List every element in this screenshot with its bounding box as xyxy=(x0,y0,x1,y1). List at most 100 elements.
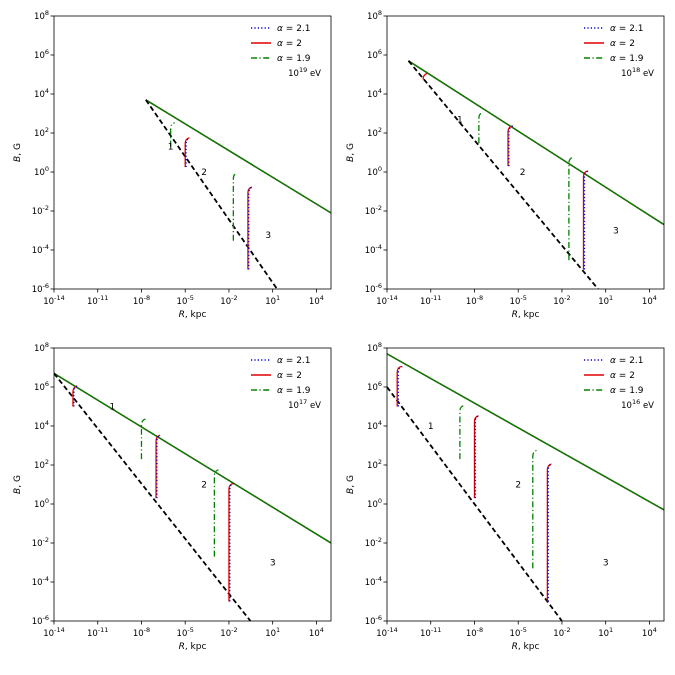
transition-2.1 xyxy=(583,170,589,270)
y-tick-label: 10-4 xyxy=(32,575,49,588)
y-tick-label: 108 xyxy=(34,341,49,354)
x-axis-label: R, kpc xyxy=(179,310,207,320)
transition-2.1 xyxy=(508,125,514,167)
x-tick-label: 10-2 xyxy=(553,626,570,639)
region-label: 1 xyxy=(457,115,463,125)
energy-label: 1017 eV xyxy=(288,398,321,411)
y-tick-label: 10-6 xyxy=(365,282,382,295)
y-tick-label: 100 xyxy=(34,497,49,510)
region-label: 2 xyxy=(515,481,521,491)
x-tick-label: 10-2 xyxy=(220,626,237,639)
legend-label: α = 2 xyxy=(277,371,302,381)
x-tick-label: 104 xyxy=(309,294,324,307)
x-tick-label: 10-8 xyxy=(466,626,483,639)
legend-label: α = 2 xyxy=(610,371,635,381)
legend-label: α = 2.1 xyxy=(610,356,644,366)
x-tick-label: 101 xyxy=(265,626,280,639)
plot-area: 1 2 3 xyxy=(407,60,664,289)
transition-1.9 xyxy=(169,122,175,147)
x-tick-label: 10-5 xyxy=(510,626,527,639)
transition-1.9 xyxy=(459,404,465,460)
x-tick-label: 10-5 xyxy=(177,626,194,639)
y-tick-label: 108 xyxy=(367,9,382,22)
y-tick-label: 100 xyxy=(367,165,382,178)
legend: α = 2.1 α = 2 α = 1.9 1019 eV xyxy=(251,24,321,79)
transition-2.1 xyxy=(547,463,553,602)
transition-2 xyxy=(228,482,234,602)
y-tick-label: 10-4 xyxy=(32,243,49,256)
x-tick-label: 10-8 xyxy=(466,294,483,307)
upper-line-alpha-1.9 xyxy=(54,372,331,544)
region-label: 3 xyxy=(603,559,609,569)
x-tick-label: 101 xyxy=(265,294,280,307)
x-axis-label: R, kpc xyxy=(512,642,540,652)
y-axis-label: B, G xyxy=(346,475,356,494)
upper-line-alpha-1.9 xyxy=(387,353,664,511)
y-tick-label: 108 xyxy=(367,341,382,354)
y-tick-label: 106 xyxy=(367,48,382,61)
region-label: 3 xyxy=(613,227,619,237)
legend-label: α = 2 xyxy=(277,39,302,49)
transition-2.1 xyxy=(474,415,480,499)
legend-label: α = 2.1 xyxy=(610,24,644,34)
panel-4: 1 2 3 10-14 10-11 10-8 10-5 10-2 101 104 10-6 10-4 1… xyxy=(346,341,665,652)
y-tick-label: 108 xyxy=(34,9,49,22)
transition-2.1 xyxy=(397,365,403,407)
x-tick-label: 10-11 xyxy=(87,294,108,307)
x-tick-label: 10-11 xyxy=(420,626,441,639)
region-label: 2 xyxy=(520,168,526,178)
axes-frame xyxy=(386,15,665,290)
y-tick-label: 102 xyxy=(34,458,49,471)
transition-2 xyxy=(507,125,513,167)
x-tick-label: 10-11 xyxy=(420,294,441,307)
transition-2 xyxy=(422,72,428,80)
transition-1.9 xyxy=(232,172,238,241)
y-tick-label: 104 xyxy=(34,419,49,432)
y-tick-label: 100 xyxy=(34,165,49,178)
upper-line-alpha-1.9 xyxy=(408,60,664,226)
boundary-line xyxy=(387,386,563,621)
legend-label: α = 1.9 xyxy=(277,386,311,396)
transition-2.1 xyxy=(73,385,79,407)
transition-2.1 xyxy=(229,482,235,602)
axes-frame xyxy=(53,15,332,290)
x-tick-label: 10-14 xyxy=(376,626,397,639)
y-tick-label: 10-2 xyxy=(365,204,382,217)
x-tick-label: 10-5 xyxy=(177,294,194,307)
transition-2.1 xyxy=(248,186,253,270)
x-tick-label: 104 xyxy=(309,626,324,639)
y-tick-label: 106 xyxy=(34,380,49,393)
y-tick-label: 106 xyxy=(367,380,382,393)
axes-frame xyxy=(386,347,665,622)
region-label: 3 xyxy=(265,231,271,241)
x-tick-label: 10-8 xyxy=(133,626,150,639)
energy-label: 1019 eV xyxy=(288,66,321,79)
y-axis-label: B, G xyxy=(346,143,356,162)
y-tick-label: 10-6 xyxy=(32,282,49,295)
boundary-line xyxy=(54,372,252,621)
y-tick-label: 106 xyxy=(34,48,49,61)
y-tick-label: 10-6 xyxy=(365,614,382,627)
transition-2.1 xyxy=(156,434,162,499)
y-tick-label: 10-6 xyxy=(32,614,49,627)
transition-1.9 xyxy=(140,418,146,460)
x-axis-label: R, kpc xyxy=(512,310,540,320)
region-label: 1 xyxy=(428,422,434,432)
transition-1.9 xyxy=(568,156,574,261)
x-tick-label: 104 xyxy=(642,626,657,639)
legend: α = 2.1 α = 2 α = 1.9 1017 eV xyxy=(251,356,321,411)
x-tick-label: 10-8 xyxy=(133,294,150,307)
legend-label: α = 1.9 xyxy=(277,54,311,64)
x-tick-label: 101 xyxy=(598,294,613,307)
y-tick-label: 104 xyxy=(367,87,382,100)
boundary-line xyxy=(145,99,278,289)
plot-area: 1 2 3 xyxy=(387,353,664,621)
panel-1: 1 2 3 10-14 10-11 10-8 10-5 10-2 101 104 10-6 10-4 1… xyxy=(13,9,332,320)
y-tick-label: 104 xyxy=(367,419,382,432)
y-tick-label: 102 xyxy=(367,126,382,139)
region-label: 2 xyxy=(201,168,207,178)
x-axis-label: R, kpc xyxy=(179,642,207,652)
x-tick-label: 10-11 xyxy=(87,626,108,639)
legend-label: α = 1.9 xyxy=(610,54,644,64)
